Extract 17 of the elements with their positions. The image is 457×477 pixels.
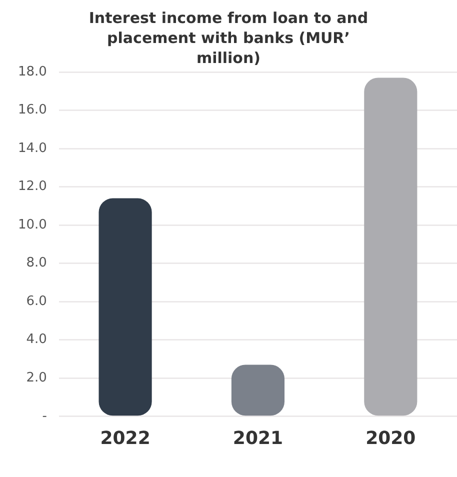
- bar: [364, 78, 418, 416]
- y-tick-label: 12.0: [18, 179, 47, 194]
- y-tick-label: 8.0: [26, 256, 47, 271]
- bar: [98, 198, 152, 416]
- y-tick-label: 18.0: [18, 64, 47, 80]
- x-tick-label: 2021: [232, 428, 284, 449]
- y-tick-label: -: [42, 408, 48, 424]
- y-tick-label: 6.0: [26, 294, 47, 309]
- bar: [231, 364, 285, 416]
- chart-title: Interest income from loan to and placement with banks (MUR’ million): [88, 8, 370, 67]
- y-tick-label: 4.0: [26, 332, 47, 348]
- x-tick-label: 2020: [366, 428, 416, 449]
- y-tick-label: 14.0: [18, 140, 47, 156]
- y-tick-label: 10.0: [18, 217, 47, 232]
- y-tick-label: 2.0: [26, 370, 47, 386]
- y-tick-label: 16.0: [18, 102, 47, 118]
- x-tick-label: 2022: [100, 428, 150, 449]
